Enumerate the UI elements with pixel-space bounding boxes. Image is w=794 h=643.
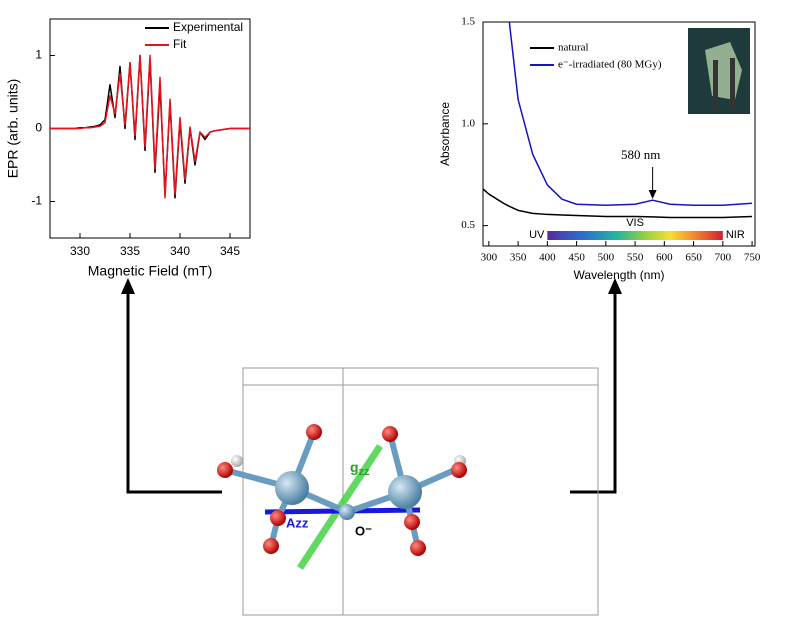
- series-group: [483, 22, 753, 219]
- sample-photo: [688, 28, 750, 114]
- x-tick-label: 345: [220, 244, 240, 258]
- x-tick-label: 450: [568, 252, 585, 264]
- uv-label: UV: [529, 229, 545, 241]
- arrow-head: [121, 278, 135, 294]
- arrow-head: [608, 278, 622, 294]
- x-tick-label: 550: [627, 252, 644, 264]
- series-group: [50, 54, 250, 199]
- y-tick-label: 0: [35, 121, 42, 135]
- legend-label: Fit: [173, 37, 187, 51]
- left-arrow: [126, 292, 222, 494]
- legend-label: natural: [558, 42, 589, 54]
- y-tick-label: 1.5: [461, 16, 475, 28]
- legend-label: Experimental: [173, 20, 243, 34]
- y-tick-label: -1: [31, 194, 42, 208]
- o-label: O⁻: [355, 523, 372, 538]
- gzz-symbol: g: [350, 459, 359, 475]
- right-arrow: [570, 292, 617, 494]
- arrows: [126, 292, 617, 494]
- x-tick-label: 340: [170, 244, 190, 258]
- y-tick-label: 1: [35, 48, 42, 62]
- series-line: [483, 188, 753, 219]
- y-tick-label: 0.5: [461, 219, 475, 231]
- plot-frame: [482, 21, 756, 247]
- x-tick-label: 500: [598, 252, 615, 264]
- vis-label: VIS: [626, 217, 644, 229]
- series-line: [50, 54, 250, 199]
- series-line: [508, 22, 753, 207]
- series-line: [50, 54, 250, 199]
- y-tick-label: 1.0: [461, 117, 475, 129]
- x-axis-label: Wavelength (nm): [574, 268, 665, 282]
- x-tick-label: 350: [510, 252, 527, 264]
- gzz-label: gzz: [350, 459, 370, 478]
- x-tick-label: 300: [481, 252, 498, 264]
- annotation-arrowhead: [648, 190, 657, 199]
- azz-label: Azz: [286, 515, 309, 530]
- x-tick-label: 330: [70, 244, 90, 258]
- x-tick-label: 400: [539, 252, 556, 264]
- y-axis-label: Absorbance: [438, 102, 452, 166]
- x-tick-label: 700: [715, 252, 732, 264]
- unit-cell: [242, 367, 599, 616]
- x-tick-label: 750: [744, 252, 761, 264]
- x-axis-label: Magnetic Field (mT): [88, 263, 212, 279]
- molecule: [217, 424, 467, 570]
- x-tick-label: 600: [656, 252, 673, 264]
- x-tick-label: 650: [685, 252, 702, 264]
- annotation: 580 nm: [621, 147, 660, 162]
- spectrum-bar: [547, 231, 723, 240]
- gzz-subscript: zz: [359, 466, 371, 478]
- legend-label: e⁻-irradiated (80 MGy): [558, 59, 662, 71]
- y-axis-label: EPR (arb. units): [5, 79, 21, 179]
- x-tick-label: 335: [120, 244, 140, 258]
- nir-label: NIR: [726, 229, 745, 241]
